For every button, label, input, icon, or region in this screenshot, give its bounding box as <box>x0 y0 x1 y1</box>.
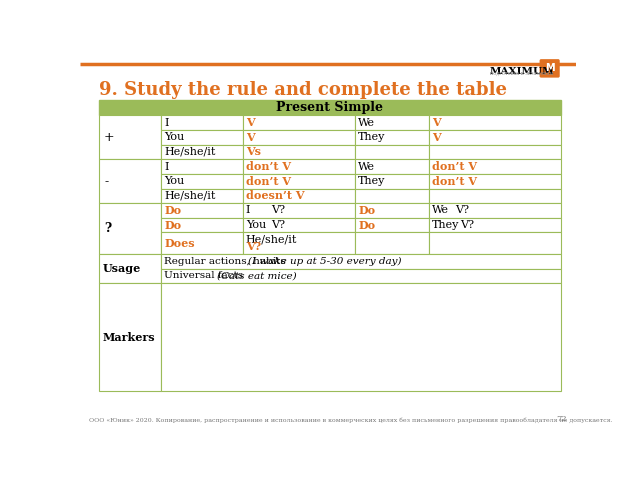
Text: don’t V: don’t V <box>246 176 291 187</box>
Text: doesn’t V: doesn’t V <box>246 190 305 201</box>
Text: We: We <box>358 118 375 128</box>
FancyBboxPatch shape <box>243 174 355 189</box>
FancyBboxPatch shape <box>99 203 161 254</box>
Text: Do: Do <box>358 205 375 216</box>
FancyBboxPatch shape <box>243 189 355 203</box>
FancyBboxPatch shape <box>243 130 355 144</box>
FancyBboxPatch shape <box>161 144 243 159</box>
FancyBboxPatch shape <box>161 159 243 174</box>
Text: (Cats eat mice): (Cats eat mice) <box>217 271 297 280</box>
FancyBboxPatch shape <box>99 254 161 283</box>
Text: I: I <box>164 162 169 171</box>
FancyBboxPatch shape <box>99 283 161 391</box>
FancyBboxPatch shape <box>429 189 561 203</box>
Text: 72: 72 <box>556 415 566 423</box>
FancyBboxPatch shape <box>243 115 355 130</box>
Text: don’t V: don’t V <box>246 161 291 172</box>
FancyBboxPatch shape <box>161 232 243 254</box>
Text: +: + <box>104 131 115 144</box>
FancyBboxPatch shape <box>355 144 429 159</box>
Text: Universal facts: Universal facts <box>164 271 247 280</box>
FancyBboxPatch shape <box>161 115 243 130</box>
Text: You: You <box>164 132 185 142</box>
Text: He/she/it: He/she/it <box>164 147 216 157</box>
Text: We: We <box>432 205 449 216</box>
FancyBboxPatch shape <box>355 130 429 144</box>
FancyBboxPatch shape <box>429 130 561 144</box>
FancyBboxPatch shape <box>355 115 429 130</box>
Text: Do: Do <box>358 219 375 230</box>
Text: V: V <box>246 132 255 143</box>
Text: I: I <box>164 118 169 128</box>
Text: M: M <box>545 63 554 73</box>
Text: Does: Does <box>164 238 195 249</box>
Text: don’t V: don’t V <box>432 176 477 187</box>
FancyBboxPatch shape <box>161 283 561 391</box>
FancyBboxPatch shape <box>243 159 355 174</box>
FancyBboxPatch shape <box>355 189 429 203</box>
FancyBboxPatch shape <box>243 218 355 232</box>
Text: MAXIMUM: MAXIMUM <box>490 67 554 76</box>
FancyBboxPatch shape <box>429 203 561 218</box>
FancyBboxPatch shape <box>161 130 243 144</box>
Text: V: V <box>246 117 255 128</box>
FancyBboxPatch shape <box>355 232 429 254</box>
Text: подготовка к экзаменам: подготовка к экзаменам <box>490 72 554 76</box>
Text: V?: V? <box>271 205 285 216</box>
Text: Usage: Usage <box>102 263 141 274</box>
Text: 9. Study the rule and complete the table: 9. Study the rule and complete the table <box>99 81 508 99</box>
Text: He/she/it: He/she/it <box>246 235 297 245</box>
FancyBboxPatch shape <box>243 144 355 159</box>
FancyBboxPatch shape <box>99 159 161 203</box>
FancyBboxPatch shape <box>161 269 561 283</box>
FancyBboxPatch shape <box>355 203 429 218</box>
Text: (I wake up at 5-30 every day): (I wake up at 5-30 every day) <box>248 257 402 266</box>
Text: You: You <box>246 220 266 230</box>
Text: don’t V: don’t V <box>432 161 477 172</box>
Text: They: They <box>432 220 460 230</box>
FancyBboxPatch shape <box>161 203 243 218</box>
Text: V?: V? <box>246 240 261 252</box>
FancyBboxPatch shape <box>355 218 429 232</box>
Text: Markers: Markers <box>102 332 155 343</box>
FancyBboxPatch shape <box>161 174 243 189</box>
FancyBboxPatch shape <box>99 115 161 159</box>
Text: V: V <box>432 117 440 128</box>
FancyBboxPatch shape <box>355 159 429 174</box>
FancyBboxPatch shape <box>99 100 561 115</box>
Text: ООО «Юник» 2020. Копирование, распространение и использование в коммерческих цел: ООО «Юник» 2020. Копирование, распростра… <box>90 418 613 423</box>
FancyBboxPatch shape <box>355 174 429 189</box>
Text: I: I <box>246 205 250 216</box>
Text: V?: V? <box>455 205 469 216</box>
FancyBboxPatch shape <box>540 59 560 78</box>
Text: Do: Do <box>164 205 182 216</box>
Text: V: V <box>432 132 440 143</box>
FancyBboxPatch shape <box>429 115 561 130</box>
Text: He/she/it: He/she/it <box>164 191 216 201</box>
FancyBboxPatch shape <box>161 254 561 269</box>
FancyBboxPatch shape <box>429 174 561 189</box>
FancyBboxPatch shape <box>243 203 355 218</box>
FancyBboxPatch shape <box>429 144 561 159</box>
Text: V?: V? <box>460 220 474 230</box>
Text: Present Simple: Present Simple <box>276 101 383 114</box>
Text: -: - <box>104 175 108 188</box>
Text: You: You <box>164 176 185 186</box>
FancyBboxPatch shape <box>243 232 355 254</box>
FancyBboxPatch shape <box>429 218 561 232</box>
Text: We: We <box>358 162 375 171</box>
Text: They: They <box>358 176 385 186</box>
Text: ?: ? <box>104 222 111 235</box>
Text: V?: V? <box>271 220 285 230</box>
Text: Vs: Vs <box>246 146 261 157</box>
Text: Do: Do <box>164 219 182 230</box>
FancyBboxPatch shape <box>161 218 243 232</box>
FancyBboxPatch shape <box>429 232 561 254</box>
FancyBboxPatch shape <box>429 159 561 174</box>
FancyBboxPatch shape <box>161 189 243 203</box>
Text: They: They <box>358 132 385 142</box>
Text: Regular actions, habits: Regular actions, habits <box>164 257 289 266</box>
